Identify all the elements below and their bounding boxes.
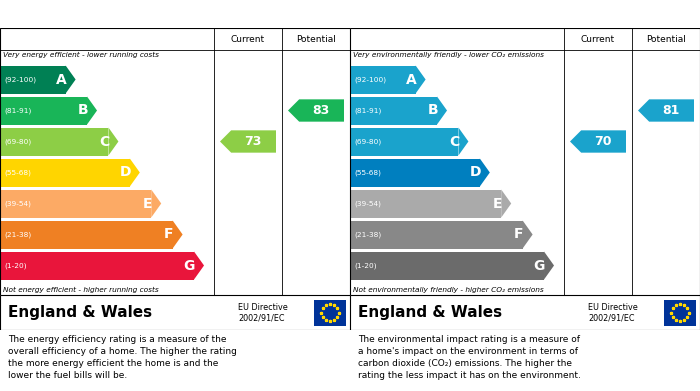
Text: (21-38): (21-38) bbox=[354, 231, 382, 238]
Polygon shape bbox=[638, 99, 694, 122]
Text: 83: 83 bbox=[312, 104, 329, 117]
Text: D: D bbox=[469, 165, 481, 179]
Text: G: G bbox=[533, 258, 545, 273]
Text: (81-91): (81-91) bbox=[4, 107, 32, 114]
Text: F: F bbox=[514, 228, 524, 242]
Polygon shape bbox=[480, 158, 490, 187]
Text: D: D bbox=[119, 165, 131, 179]
Polygon shape bbox=[544, 251, 554, 280]
Text: (69-80): (69-80) bbox=[4, 138, 32, 145]
Text: Potential: Potential bbox=[296, 34, 336, 43]
Text: The energy efficiency rating is a measure of the
overall efficiency of a home. T: The energy efficiency rating is a measur… bbox=[8, 335, 237, 380]
Bar bbox=[0, 190, 151, 217]
Bar bbox=[0, 127, 108, 156]
Text: C: C bbox=[99, 135, 109, 149]
Text: E: E bbox=[143, 197, 152, 210]
Bar bbox=[0, 66, 66, 93]
Text: 81: 81 bbox=[662, 104, 679, 117]
Text: (92-100): (92-100) bbox=[4, 76, 36, 83]
Polygon shape bbox=[570, 130, 626, 152]
Text: (39-54): (39-54) bbox=[354, 200, 381, 207]
Polygon shape bbox=[130, 158, 140, 187]
Text: Not energy efficient - higher running costs: Not energy efficient - higher running co… bbox=[3, 287, 159, 293]
Polygon shape bbox=[458, 127, 468, 156]
Text: England & Wales: England & Wales bbox=[8, 305, 152, 320]
Text: (39-54): (39-54) bbox=[4, 200, 31, 207]
Text: (1-20): (1-20) bbox=[4, 262, 27, 269]
Text: Potential: Potential bbox=[646, 34, 686, 43]
Polygon shape bbox=[108, 127, 118, 156]
Polygon shape bbox=[151, 190, 161, 217]
Polygon shape bbox=[87, 97, 97, 124]
Bar bbox=[664, 300, 696, 325]
Text: (55-68): (55-68) bbox=[4, 169, 31, 176]
Text: The environmental impact rating is a measure of
a home's impact on the environme: The environmental impact rating is a mea… bbox=[358, 335, 581, 380]
Text: Very energy efficient - lower running costs: Very energy efficient - lower running co… bbox=[3, 52, 159, 58]
Bar bbox=[350, 127, 458, 156]
Text: 73: 73 bbox=[244, 135, 261, 148]
Text: (92-100): (92-100) bbox=[354, 76, 386, 83]
Bar bbox=[314, 300, 346, 325]
Text: G: G bbox=[183, 258, 195, 273]
Polygon shape bbox=[173, 221, 183, 249]
Bar bbox=[0, 158, 130, 187]
Text: B: B bbox=[78, 104, 88, 118]
Text: England & Wales: England & Wales bbox=[358, 305, 502, 320]
Bar bbox=[350, 97, 437, 124]
Bar bbox=[350, 251, 544, 280]
Polygon shape bbox=[288, 99, 344, 122]
Polygon shape bbox=[416, 66, 426, 93]
Polygon shape bbox=[194, 251, 204, 280]
Text: B: B bbox=[428, 104, 438, 118]
Bar bbox=[350, 190, 501, 217]
Bar bbox=[350, 221, 523, 249]
Text: Environmental Impact (CO₂) Rating: Environmental Impact (CO₂) Rating bbox=[358, 7, 591, 20]
Bar bbox=[350, 158, 480, 187]
Polygon shape bbox=[437, 97, 447, 124]
Text: (81-91): (81-91) bbox=[354, 107, 382, 114]
Text: A: A bbox=[406, 72, 416, 86]
Polygon shape bbox=[501, 190, 511, 217]
Bar bbox=[0, 221, 173, 249]
Text: (55-68): (55-68) bbox=[354, 169, 381, 176]
Text: C: C bbox=[449, 135, 459, 149]
Text: Not environmentally friendly - higher CO₂ emissions: Not environmentally friendly - higher CO… bbox=[353, 287, 544, 293]
Polygon shape bbox=[66, 66, 76, 93]
Text: EU Directive
2002/91/EC: EU Directive 2002/91/EC bbox=[588, 303, 638, 322]
Bar bbox=[0, 251, 194, 280]
Bar bbox=[0, 97, 87, 124]
Polygon shape bbox=[523, 221, 533, 249]
Text: (21-38): (21-38) bbox=[4, 231, 32, 238]
Text: F: F bbox=[164, 228, 174, 242]
Polygon shape bbox=[220, 130, 276, 152]
Text: Current: Current bbox=[231, 34, 265, 43]
Text: Current: Current bbox=[581, 34, 615, 43]
Text: EU Directive
2002/91/EC: EU Directive 2002/91/EC bbox=[238, 303, 288, 322]
Text: (1-20): (1-20) bbox=[354, 262, 377, 269]
Text: A: A bbox=[56, 72, 66, 86]
Text: (69-80): (69-80) bbox=[354, 138, 382, 145]
Text: Very environmentally friendly - lower CO₂ emissions: Very environmentally friendly - lower CO… bbox=[353, 52, 544, 58]
Text: Energy Efficiency Rating: Energy Efficiency Rating bbox=[8, 7, 172, 20]
Bar bbox=[350, 66, 416, 93]
Text: E: E bbox=[493, 197, 502, 210]
Text: 70: 70 bbox=[594, 135, 611, 148]
